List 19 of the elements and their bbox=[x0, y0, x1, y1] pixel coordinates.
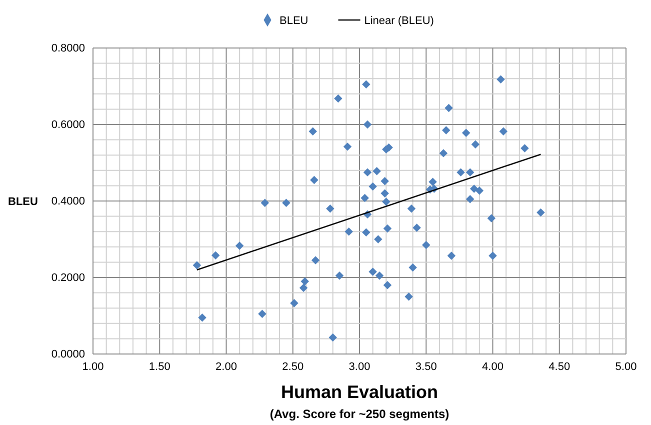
y-axis-title: BLEU bbox=[8, 196, 38, 208]
x-tick-label: 2.50 bbox=[282, 360, 304, 373]
x-tick-label: 1.00 bbox=[82, 360, 104, 373]
x-tick-label: 3.50 bbox=[415, 360, 437, 373]
y-tick-label: 0.0000 bbox=[51, 348, 85, 361]
x-axis-title: Human Evaluation bbox=[280, 382, 438, 402]
x-tick-label: 2.00 bbox=[216, 360, 237, 373]
legend-label: BLEU bbox=[280, 15, 308, 27]
legend-label: Linear (BLEU) bbox=[364, 15, 434, 27]
y-tick-label: 0.6000 bbox=[51, 119, 85, 132]
x-tick-label: 3.00 bbox=[348, 360, 370, 373]
x-tick-label: 4.50 bbox=[548, 360, 570, 373]
x-tick-label: 4.00 bbox=[482, 360, 504, 373]
x-tick-label: 5.00 bbox=[615, 360, 637, 373]
x-tick-label: 1.50 bbox=[148, 360, 170, 373]
y-tick-label: 0.4000 bbox=[51, 196, 85, 208]
y-tick-label: 0.8000 bbox=[51, 42, 85, 55]
y-tick-label: 0.2000 bbox=[51, 272, 85, 284]
text: (Avg. Score for ~250 segments) bbox=[270, 407, 450, 421]
